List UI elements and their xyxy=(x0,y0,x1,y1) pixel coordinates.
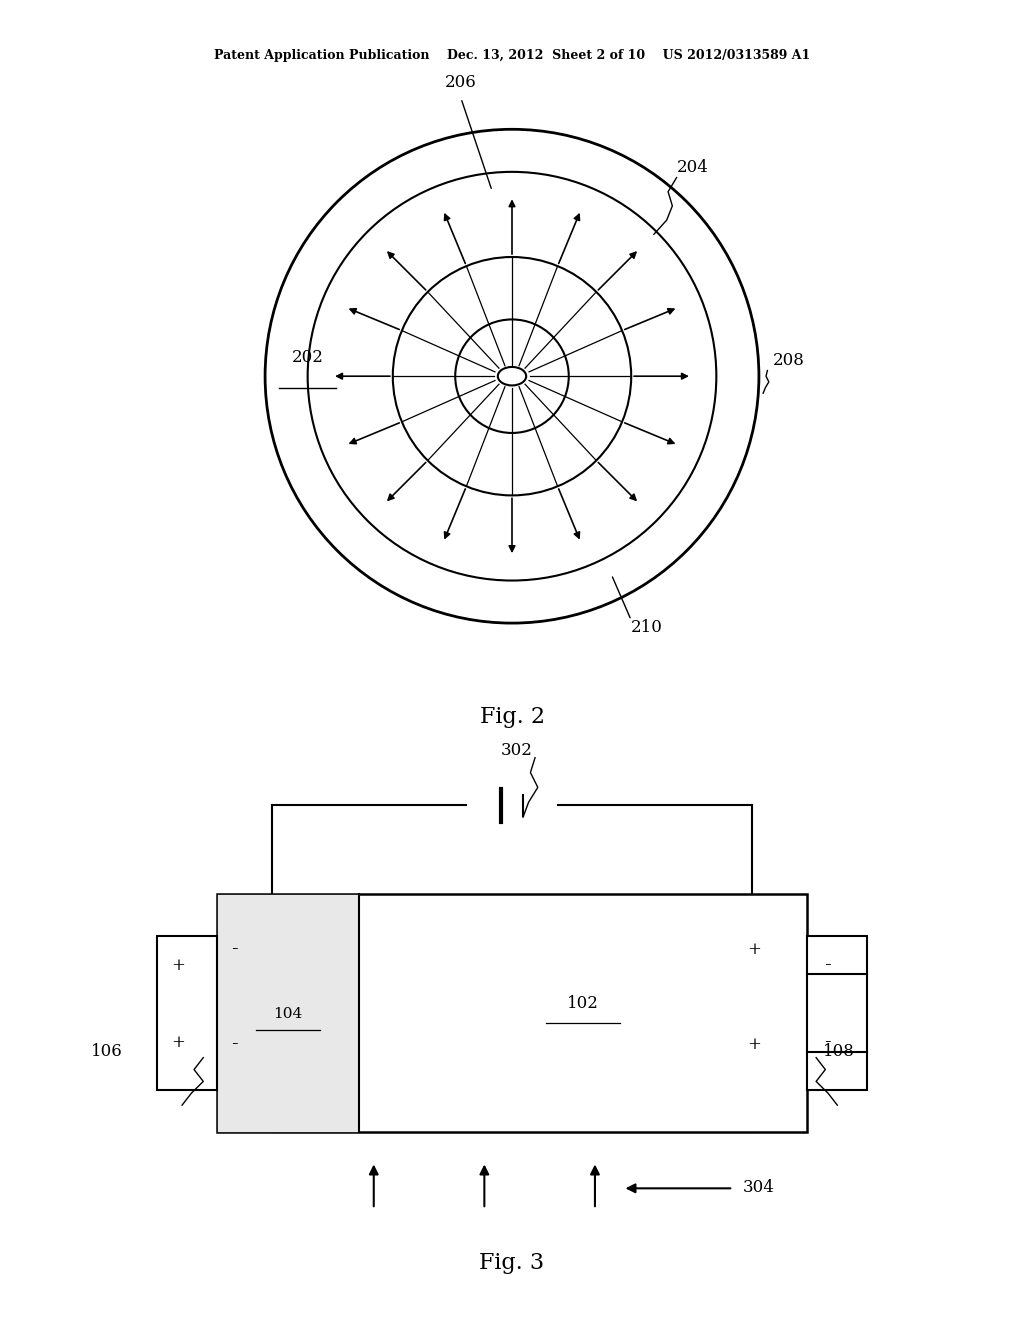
Text: +: + xyxy=(748,1036,761,1053)
Text: 208: 208 xyxy=(773,352,805,368)
Text: -: - xyxy=(824,1034,831,1051)
Text: 204: 204 xyxy=(677,158,709,176)
Text: 210: 210 xyxy=(631,619,664,636)
Text: +: + xyxy=(171,957,185,974)
Bar xyxy=(217,895,807,1133)
Ellipse shape xyxy=(498,367,526,385)
Text: 102: 102 xyxy=(567,995,599,1012)
Bar xyxy=(158,936,217,1090)
Text: 104: 104 xyxy=(273,1007,302,1020)
Text: 106: 106 xyxy=(90,1043,123,1060)
Text: +: + xyxy=(171,1034,185,1051)
Text: 108: 108 xyxy=(823,1043,855,1060)
Text: 304: 304 xyxy=(742,1180,774,1196)
Text: Patent Application Publication    Dec. 13, 2012  Sheet 2 of 10    US 2012/031358: Patent Application Publication Dec. 13, … xyxy=(214,49,810,62)
Text: -: - xyxy=(231,1035,238,1053)
Text: 302: 302 xyxy=(501,742,532,759)
Bar xyxy=(807,936,867,1090)
Text: Fig. 2: Fig. 2 xyxy=(479,706,545,727)
Text: -: - xyxy=(824,956,831,974)
Text: -: - xyxy=(231,940,238,958)
Text: 206: 206 xyxy=(445,74,477,91)
Text: 202: 202 xyxy=(292,348,324,366)
Text: Fig. 3: Fig. 3 xyxy=(479,1251,545,1274)
Text: +: + xyxy=(748,941,761,958)
Bar xyxy=(217,895,358,1133)
